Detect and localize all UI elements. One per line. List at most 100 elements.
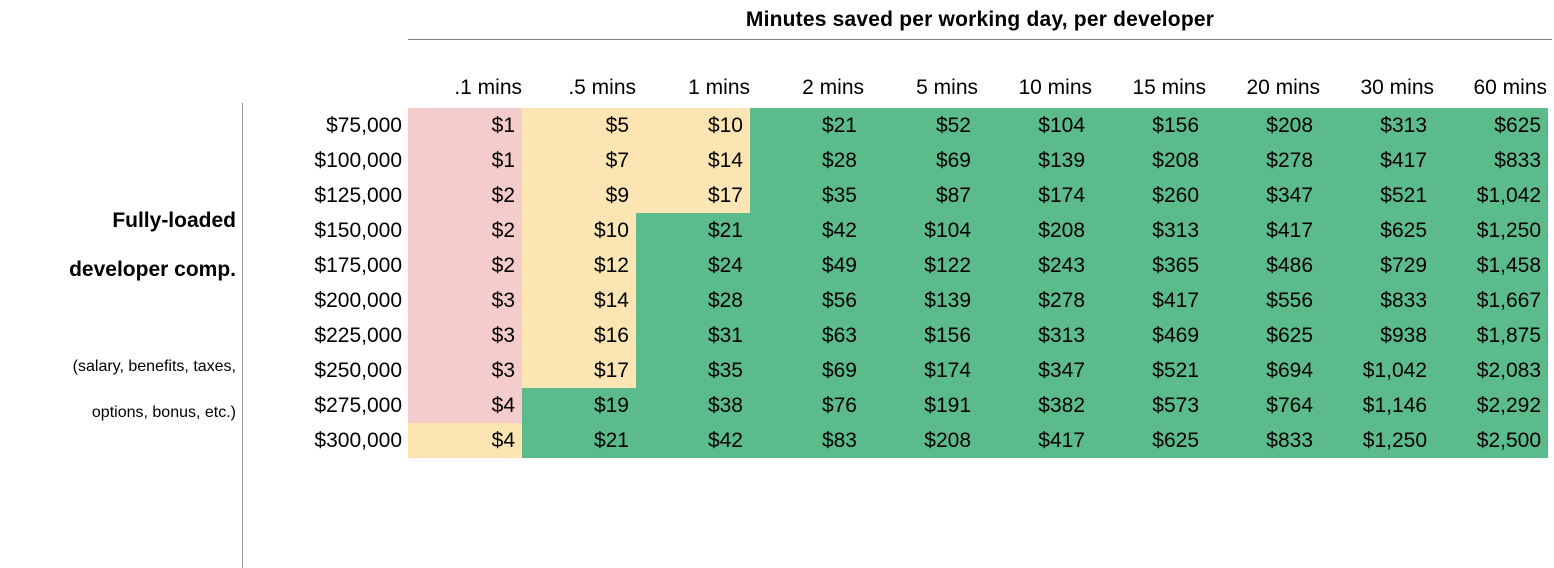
- row-label: $200,000: [314, 289, 402, 312]
- column-header: 60 mins: [1473, 76, 1547, 99]
- table-cell: $19: [522, 388, 636, 423]
- table-cell: $208: [864, 423, 978, 458]
- table-cell: $76: [750, 388, 864, 423]
- table-cell: $4: [408, 423, 522, 458]
- table-cell: $729: [1320, 248, 1434, 283]
- table-cell: $521: [1320, 178, 1434, 213]
- table-cell: $42: [636, 423, 750, 458]
- side-note-line2: options, bonus, etc.): [91, 404, 236, 421]
- table-cell: $49: [750, 248, 864, 283]
- table-cell: $208: [1206, 108, 1320, 143]
- side-divider: [242, 103, 243, 568]
- table-cell: $1,458: [1434, 248, 1548, 283]
- table-cell: $56: [750, 283, 864, 318]
- table-cell: $191: [864, 388, 978, 423]
- column-header: .5 mins: [568, 76, 636, 99]
- table-cell: $14: [522, 283, 636, 318]
- table-cell: $556: [1206, 283, 1320, 318]
- table-cell: $10: [636, 108, 750, 143]
- table-cell: $833: [1320, 283, 1434, 318]
- row-label: $150,000: [314, 219, 402, 242]
- table-cell: $4: [408, 388, 522, 423]
- table-cell: $417: [978, 423, 1092, 458]
- table-cell: $174: [864, 353, 978, 388]
- table-cell: $12: [522, 248, 636, 283]
- table-cell: $1,042: [1434, 178, 1548, 213]
- table-cell: $7: [522, 143, 636, 178]
- column-header: 10 mins: [1018, 76, 1092, 99]
- table-cell: $1,667: [1434, 283, 1548, 318]
- table-cell: $2,500: [1434, 423, 1548, 458]
- table-cell: $69: [864, 143, 978, 178]
- table-cell: $156: [1092, 108, 1206, 143]
- table-cell: $2,292: [1434, 388, 1548, 423]
- table-cell: $278: [978, 283, 1092, 318]
- table-cell: $38: [636, 388, 750, 423]
- table-cell: $2: [408, 213, 522, 248]
- table-cell: $3: [408, 318, 522, 353]
- table-cell: $347: [1206, 178, 1320, 213]
- side-label-line2: developer comp.: [69, 258, 236, 281]
- table-cell: $35: [636, 353, 750, 388]
- table-cell: $625: [1434, 108, 1548, 143]
- table-cell: $833: [1206, 423, 1320, 458]
- table-cell: $139: [864, 283, 978, 318]
- table-cell: $1,042: [1320, 353, 1434, 388]
- table-cell: $3: [408, 283, 522, 318]
- row-label: $125,000: [314, 184, 402, 207]
- column-header: 15 mins: [1132, 76, 1206, 99]
- table-cell: $417: [1320, 143, 1434, 178]
- table-cell: $2,083: [1434, 353, 1548, 388]
- table-cell: $139: [978, 143, 1092, 178]
- table-cell: $17: [636, 178, 750, 213]
- column-header: 30 mins: [1360, 76, 1434, 99]
- row-label: $275,000: [314, 394, 402, 417]
- table-cell: $21: [750, 108, 864, 143]
- side-note-line1: (salary, benefits, taxes,: [72, 358, 236, 375]
- table-cell: $347: [978, 353, 1092, 388]
- table-cell: $625: [1206, 318, 1320, 353]
- table-cell: $52: [864, 108, 978, 143]
- table-cell: $1,250: [1320, 423, 1434, 458]
- table-cell: $313: [978, 318, 1092, 353]
- table-cell: $63: [750, 318, 864, 353]
- table-cell: $764: [1206, 388, 1320, 423]
- table-cell: $156: [864, 318, 978, 353]
- table-cell: $278: [1206, 143, 1320, 178]
- table-cell: $469: [1092, 318, 1206, 353]
- table-cell: $625: [1320, 213, 1434, 248]
- table-cell: $31: [636, 318, 750, 353]
- table-cell: $28: [750, 143, 864, 178]
- table-cell: $87: [864, 178, 978, 213]
- table-cell: $10: [522, 213, 636, 248]
- column-header: 5 mins: [916, 76, 978, 99]
- table-cell: $9: [522, 178, 636, 213]
- table-cell: $104: [864, 213, 978, 248]
- table-cell: $3: [408, 353, 522, 388]
- table-cell: $313: [1320, 108, 1434, 143]
- table-cell: $833: [1434, 143, 1548, 178]
- table-cell: $417: [1092, 283, 1206, 318]
- table-cell: $2: [408, 248, 522, 283]
- row-label: $225,000: [314, 324, 402, 347]
- column-header: 2 mins: [802, 76, 864, 99]
- table-cell: $938: [1320, 318, 1434, 353]
- table-cell: $2: [408, 178, 522, 213]
- table-cell: $122: [864, 248, 978, 283]
- table-cell: $14: [636, 143, 750, 178]
- table-cell: $174: [978, 178, 1092, 213]
- table-cell: $521: [1092, 353, 1206, 388]
- table-cell: $1,875: [1434, 318, 1548, 353]
- table-cell: $486: [1206, 248, 1320, 283]
- table-cell: $16: [522, 318, 636, 353]
- column-header: 1 mins: [688, 76, 750, 99]
- table-cell: $1: [408, 143, 522, 178]
- row-label: $75,000: [326, 114, 402, 137]
- table-cell: $1: [408, 108, 522, 143]
- table-cell: $625: [1092, 423, 1206, 458]
- side-label-line1: Fully-loaded: [112, 209, 236, 232]
- row-label: $100,000: [314, 149, 402, 172]
- row-label: $175,000: [314, 254, 402, 277]
- table-cell: $313: [1092, 213, 1206, 248]
- row-label: $300,000: [314, 429, 402, 452]
